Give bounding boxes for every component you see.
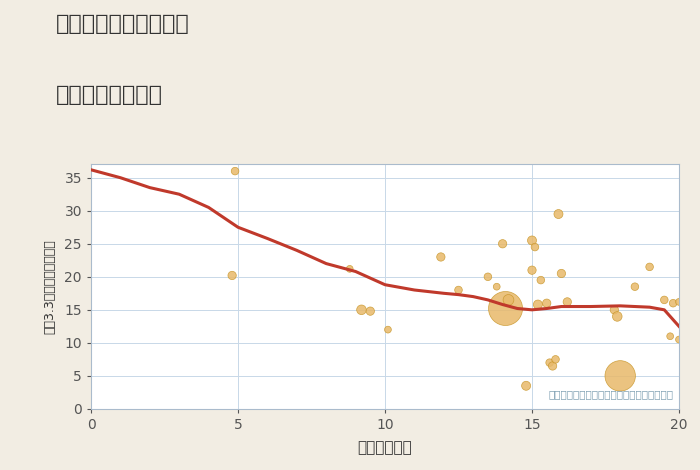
X-axis label: 駅距離（分）: 駅距離（分）	[358, 440, 412, 455]
Point	[491, 283, 503, 290]
Point	[644, 263, 655, 271]
Point	[227, 272, 238, 279]
Point	[230, 167, 241, 175]
Point	[544, 359, 555, 367]
Point	[526, 266, 538, 274]
Point	[673, 298, 685, 306]
Point	[561, 298, 573, 306]
Point	[482, 273, 493, 281]
Point	[526, 237, 538, 244]
Point	[382, 326, 393, 333]
Point	[541, 299, 552, 307]
Text: 円の大きさは、取引のあった物件面積を示す: 円の大きさは、取引のあった物件面積を示す	[548, 389, 673, 399]
Point	[547, 362, 558, 370]
Point	[365, 307, 376, 315]
Point	[612, 313, 623, 320]
Point	[550, 356, 561, 363]
Point	[556, 270, 567, 277]
Point	[356, 306, 367, 313]
Point	[664, 332, 676, 340]
Point	[536, 276, 547, 284]
Point	[668, 299, 679, 307]
Point	[521, 382, 532, 390]
Point	[532, 301, 543, 308]
Point	[553, 210, 564, 218]
Point	[500, 305, 511, 312]
Y-axis label: 坪（3.3㎡）単価（万円）: 坪（3.3㎡）単価（万円）	[43, 239, 56, 334]
Text: 埼玉県東松山市田木の: 埼玉県東松山市田木の	[56, 14, 190, 34]
Point	[673, 336, 685, 343]
Point	[497, 240, 508, 248]
Text: 駅距離別土地価格: 駅距離別土地価格	[56, 85, 163, 105]
Point	[609, 306, 620, 313]
Point	[615, 372, 626, 380]
Point	[453, 286, 464, 294]
Point	[344, 265, 356, 273]
Point	[529, 243, 540, 251]
Point	[503, 296, 514, 304]
Point	[659, 296, 670, 304]
Point	[629, 283, 641, 290]
Point	[435, 253, 447, 261]
